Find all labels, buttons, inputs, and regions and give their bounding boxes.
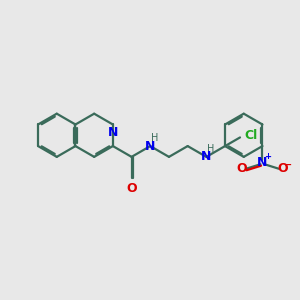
Text: N: N <box>108 126 118 140</box>
Text: N: N <box>257 156 268 169</box>
Text: O: O <box>237 162 248 175</box>
Text: N: N <box>201 150 212 164</box>
Text: O: O <box>126 182 137 195</box>
Text: O: O <box>278 162 288 175</box>
Text: +: + <box>264 152 272 161</box>
Text: Cl: Cl <box>244 129 257 142</box>
Text: H: H <box>151 133 159 143</box>
Text: H: H <box>207 144 215 154</box>
Text: N: N <box>145 140 155 153</box>
Text: −: − <box>284 160 292 170</box>
